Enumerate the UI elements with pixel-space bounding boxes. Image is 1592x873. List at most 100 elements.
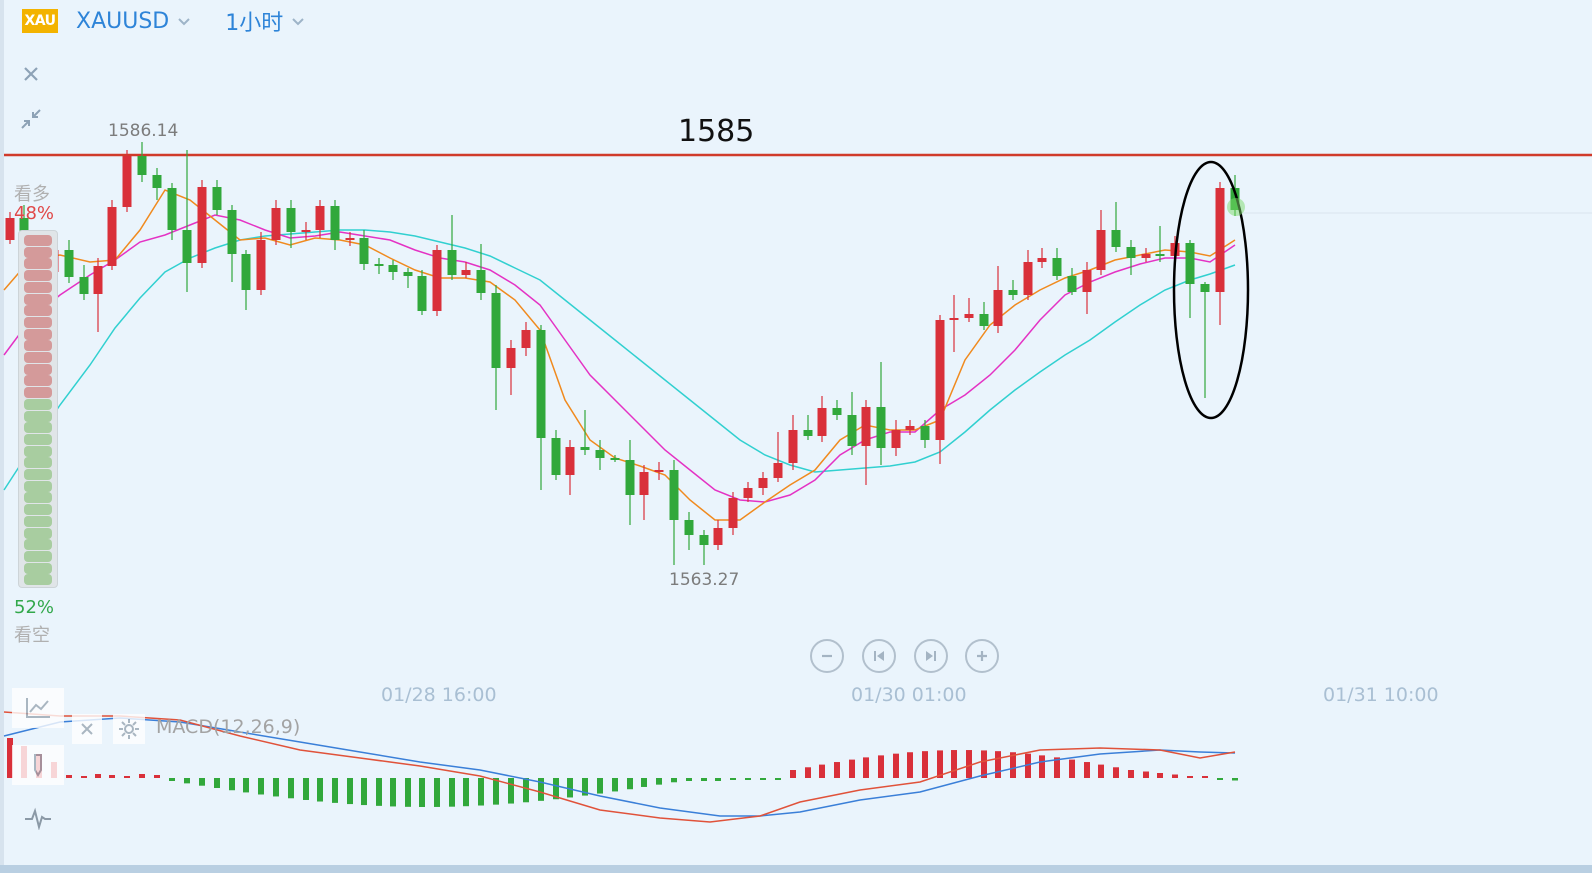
bull-segment [24,246,52,258]
macd-histogram-bar [449,778,455,807]
macd-histogram-bar [863,757,869,778]
macd-title: MACD(12,26,9) [156,716,301,738]
candle-body [315,206,325,230]
macd-histogram-bar [966,750,972,778]
chevron-down-icon[interactable] [175,12,193,30]
macd-histogram-bar [656,778,662,785]
candle [506,340,516,395]
candle [1067,268,1077,295]
macd-histogram-bar [81,776,87,778]
candle-body [861,407,871,446]
candle [654,462,664,480]
candle [949,295,959,352]
macd-settings-button[interactable] [113,714,145,744]
macd-histogram-bar [169,778,175,781]
drawing-tool-button[interactable] [12,745,64,785]
high-price-label: 1586.14 [108,121,178,141]
candle [1111,202,1121,252]
timeframe-selector[interactable]: 1小时 [225,11,284,36]
macd-histogram-bar [951,750,957,778]
macd-histogram-bar [1010,752,1016,778]
candle [212,180,222,215]
candle-body [432,250,442,311]
candle [713,520,723,550]
macd-histogram-bar [1054,757,1060,778]
candle [979,302,989,330]
close-chart-button[interactable] [16,59,46,89]
skip-forward-icon [926,651,936,661]
candle-body [1082,270,1092,292]
candle [964,298,974,322]
bull-segment [24,258,52,270]
macd-histogram-bar [878,755,884,778]
candle-body [79,277,89,294]
chevron-down-icon[interactable] [289,12,307,30]
candle [93,258,103,332]
sentiment-gauge [18,230,58,588]
candle-body [152,175,162,188]
candle [891,420,901,456]
scroll-forward-button[interactable] [914,639,948,673]
candle-body [301,230,311,232]
candle-body [107,207,117,266]
candle-body [639,472,649,495]
bull-segment [24,340,52,352]
macd-histogram-bar [332,778,338,803]
candle [684,512,694,550]
macd-histogram-bar [1202,776,1208,778]
macd-histogram-bar [553,778,559,800]
candle [359,230,369,270]
highlight-ellipse [1172,160,1250,420]
candle [137,142,147,182]
candle-body [669,470,679,520]
macd-histogram-bar [937,750,943,778]
candle [847,392,857,455]
candle [345,232,355,246]
macd-histogram-bar [66,775,72,778]
time-axis-label: 01/31 10:00 [1323,684,1439,706]
zoom-out-icon [822,654,832,658]
bear-label: 看空 [14,625,50,646]
candle [271,200,281,245]
candle-body [905,426,915,430]
macd-histogram-bar [109,775,115,778]
candle-body [743,488,753,498]
macd-histogram-bar [1113,767,1119,778]
candle [330,200,340,250]
candle [167,183,177,240]
bottom-scrollbar [0,865,1592,873]
zoom-in-button[interactable] [965,639,999,673]
collapse-chart-button[interactable] [16,104,46,134]
candle [1037,248,1047,268]
pencil-icon [34,754,42,777]
candle [536,325,546,490]
macd-histogram-bar [317,778,323,802]
candle-body [417,276,427,311]
indicator-tool-button[interactable] [12,688,64,728]
macd-histogram-bar [1084,762,1090,778]
macd-histogram-bar [701,778,707,781]
scroll-back-button[interactable] [862,639,896,673]
macd-histogram-bar [7,738,13,778]
candle [227,205,237,282]
candle [491,285,501,410]
low-price-label: 1563.27 [669,570,739,590]
oscillator-tool-button[interactable] [12,798,64,838]
bull-segment [24,328,52,340]
candle [551,430,561,480]
candle [476,244,486,300]
macd-histogram-bar [819,764,825,778]
zoom-out-button[interactable] [810,639,844,673]
close-macd-button[interactable] [72,714,102,744]
symbol-selector[interactable]: XAUUSD [76,8,170,34]
candle-body [979,314,989,326]
macd-histogram-bar [760,778,766,780]
candle-body [993,290,1003,326]
macd-histogram-bar [1157,773,1163,778]
bear-percentage: 52% [14,597,55,618]
candle-body [773,463,783,478]
candle [669,460,679,565]
candle-body [93,266,103,294]
macd-histogram-bar [1172,774,1178,778]
